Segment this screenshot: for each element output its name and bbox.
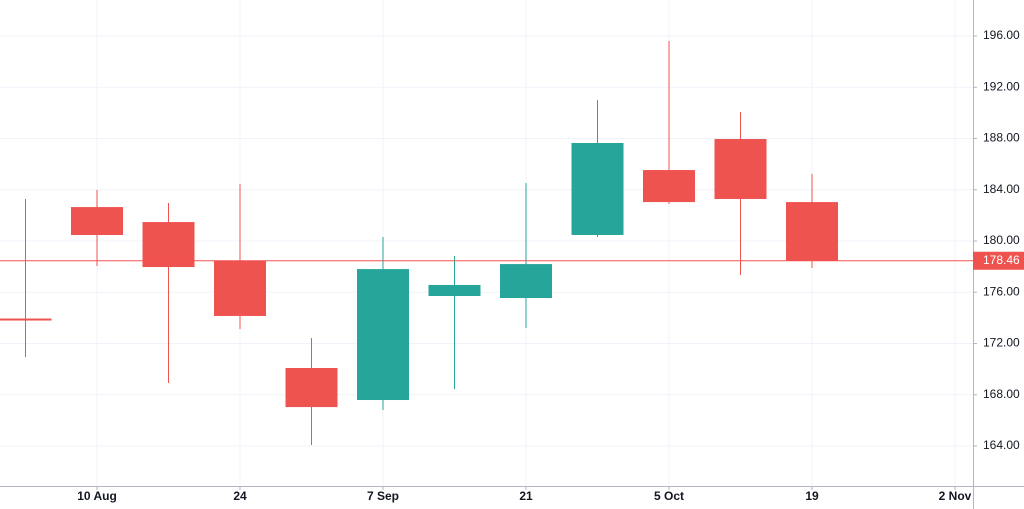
y-tick-label: 164.00 [983, 438, 1020, 452]
y-tick-label: 180.00 [983, 233, 1020, 247]
candle-body [285, 367, 338, 408]
candle-body [428, 284, 481, 296]
candle-body [142, 222, 195, 268]
y-tick-label: 192.00 [983, 79, 1020, 93]
y-tick-label: 168.00 [983, 387, 1020, 401]
y-tick-label: 196.00 [983, 28, 1020, 42]
candle-body [714, 139, 767, 199]
y-tick-label: 188.00 [983, 131, 1020, 145]
candle-body [786, 202, 838, 261]
candle-body [357, 269, 409, 401]
y-tick-label: 176.00 [983, 284, 1020, 298]
price-label-box [973, 251, 1024, 270]
x-tick-label: 19 [805, 489, 819, 503]
x-tick-label: 5 Oct [654, 489, 684, 503]
candle-body [214, 261, 266, 316]
candle-body [0, 318, 52, 321]
candle-body [643, 170, 695, 203]
x-tick-label: 21 [519, 489, 533, 503]
y-tick-label: 172.00 [983, 336, 1020, 350]
x-tick-label: 2 Nov [939, 489, 972, 503]
x-tick-label: 24 [233, 489, 247, 503]
candle-body [571, 142, 624, 235]
x-tick-label: 7 Sep [367, 489, 399, 503]
candle-body [500, 264, 552, 299]
x-tick-label: 10 Aug [77, 489, 117, 503]
y-tick-label: 184.00 [983, 182, 1020, 196]
candle-body [71, 207, 123, 235]
price-label: 178.46 [983, 253, 1020, 267]
